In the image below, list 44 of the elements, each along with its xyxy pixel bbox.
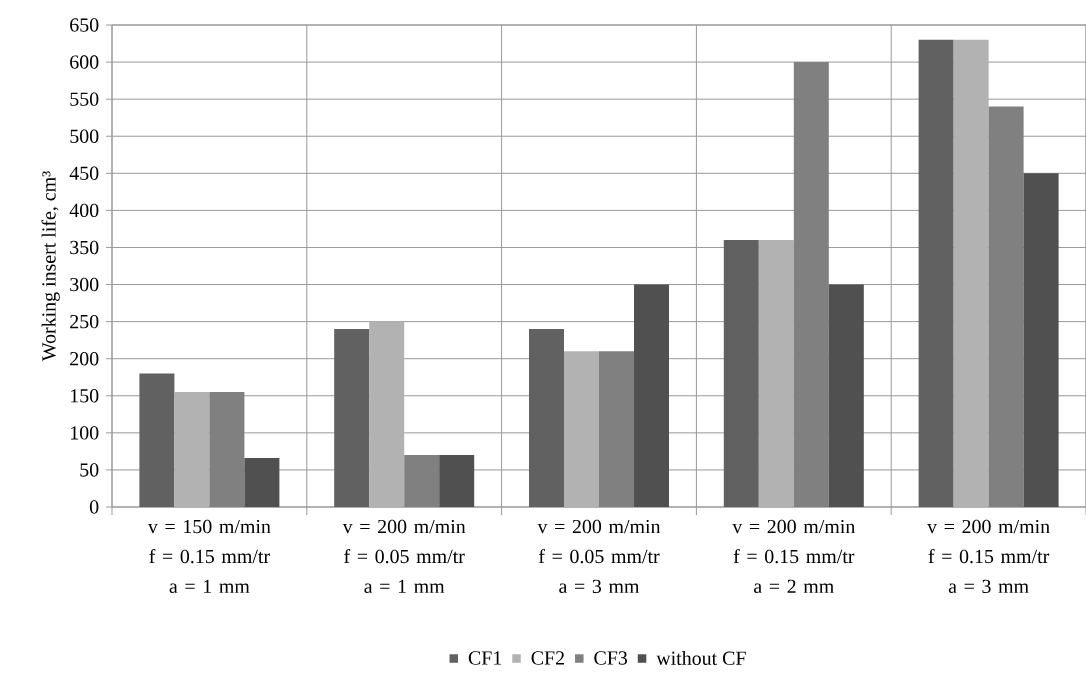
y-tick-label: 600 <box>70 55 99 69</box>
bar <box>404 455 440 507</box>
legend-label: CF2 <box>531 651 564 665</box>
y-tick-label: 200 <box>70 351 99 366</box>
bar <box>369 321 405 507</box>
y-tick-label: 400 <box>69 203 99 218</box>
y-tick-label: 450 <box>69 166 99 181</box>
bar <box>209 392 245 507</box>
bar <box>529 329 564 507</box>
bar <box>174 392 210 507</box>
bar <box>564 351 599 507</box>
x-tick-label: v = 200 m/min f = 0.05 mm/tr a = 1 mm <box>342 519 466 594</box>
bar <box>758 240 794 507</box>
legend-label: CF1 <box>468 651 502 665</box>
y-tick-label: 350 <box>70 240 99 255</box>
x-tick-label: v = 200 m/min f = 0.05 mm/tr a = 3 mm <box>537 519 661 594</box>
bar <box>988 106 1024 507</box>
bar <box>439 455 475 507</box>
bar <box>334 329 370 507</box>
y-tick-label: 650 <box>70 18 99 32</box>
x-tick-label: v = 150 m/min f = 0.15 mm/tr a = 1 mm <box>147 519 271 594</box>
bar <box>634 284 669 507</box>
y-tick-label: 250 <box>70 314 99 329</box>
y-tick-label: 300 <box>70 277 99 292</box>
bar <box>918 39 954 507</box>
y-tick-label: 150 <box>71 389 99 403</box>
bar <box>244 458 280 507</box>
legend-label: without CF <box>656 650 746 665</box>
bar <box>1023 173 1059 507</box>
y-axis-title: Working insert life, cm³ <box>41 171 60 362</box>
bar <box>599 351 634 507</box>
bar <box>828 284 864 507</box>
bar <box>139 373 175 507</box>
y-tick-label: 0 <box>89 500 99 514</box>
bar <box>953 39 989 507</box>
y-tick-label: 100 <box>71 426 99 440</box>
y-tick-label: 500 <box>70 129 99 143</box>
bar <box>723 240 759 507</box>
x-tick-label: v = 200 m/min f = 0.15 mm/tr a = 3 mm <box>927 519 1050 594</box>
y-tick-label: 550 <box>70 92 99 106</box>
bar <box>793 62 829 507</box>
x-tick-label: v = 200 m/min f = 0.15 mm/tr a = 2 mm <box>732 519 856 594</box>
legend-label: CF3 <box>594 651 628 665</box>
y-tick-label: 50 <box>80 463 99 477</box>
